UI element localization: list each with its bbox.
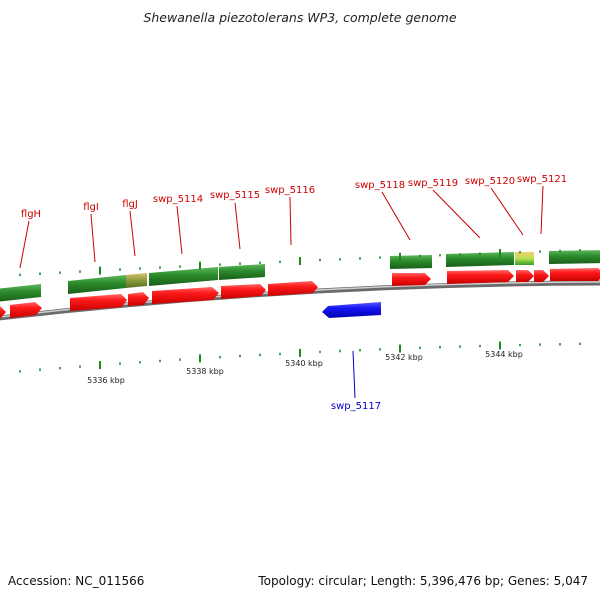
gene-leader-lines: [19, 185, 544, 269]
gene-arrow-swp_5115[interactable]: [221, 284, 266, 299]
leader-line-flgI: [90, 213, 96, 263]
leader-line-flgH: [19, 220, 30, 269]
scale-label: 5344 kbp: [485, 350, 523, 359]
gene-label-swp_5116[interactable]: swp_5116: [265, 185, 315, 196]
accession-text: Accession: NC_011566: [8, 574, 145, 588]
gene-label-flgJ[interactable]: flgJ: [122, 199, 138, 210]
leader-line-swp_5121: [540, 185, 544, 235]
gene-labels: flgH flgI flgJ swp_5114 swp_5115 swp_511…: [21, 174, 567, 412]
scale-labels: 5336 kbp 5338 kbp 5340 kbp 5342 kbp 5344…: [87, 350, 523, 385]
outer-tick-marks: [19, 249, 581, 277]
leader-line-swp_5114: [176, 205, 183, 255]
leader-line-swp_5120: [490, 187, 524, 236]
leader-line-swp_5116: [289, 196, 292, 246]
gene-arrow-next[interactable]: [550, 268, 600, 281]
feature-block: [68, 275, 126, 294]
scale-label: 5336 kbp: [87, 376, 125, 385]
leader-line-flgJ: [129, 210, 136, 257]
feature-block: [446, 252, 514, 267]
feature-block: [549, 250, 600, 264]
leader-line-swp_5119: [432, 189, 481, 239]
scale-label: 5338 kbp: [186, 367, 224, 376]
inner-tick-marks: [19, 341, 581, 373]
gene-arrow-swp_5120[interactable]: [516, 270, 534, 282]
scale-label: 5340 kbp: [285, 359, 323, 368]
feature-block: [219, 264, 265, 280]
genome-summary-text: Topology: circular; Length: 5,396,476 bp…: [258, 574, 588, 588]
gene-arrow-flgJ[interactable]: [128, 292, 149, 306]
leader-line-swp_5118: [381, 191, 411, 241]
gene-label-swp_5114[interactable]: swp_5114: [153, 194, 203, 205]
gene-arrow-swp_5117[interactable]: [322, 302, 381, 318]
gene-arrow-swp_5116[interactable]: [268, 281, 318, 296]
gene-arrow-swp_5114[interactable]: [152, 287, 219, 304]
leader-line-swp_5117: [352, 350, 356, 399]
gene-arrow-swp_5118[interactable]: [392, 273, 431, 286]
feature-block: [126, 273, 147, 288]
leader-line-swp_5115: [234, 202, 241, 250]
gene-arrow-flgH-b[interactable]: [10, 302, 42, 318]
feature-block: [0, 284, 41, 302]
scale-label: 5342 kbp: [385, 353, 423, 362]
feature-block: [149, 267, 218, 286]
gene-label-swp_5120[interactable]: swp_5120: [465, 176, 515, 187]
gene-arrow-flgH[interactable]: [0, 306, 6, 319]
gene-label-swp_5121[interactable]: swp_5121: [517, 174, 567, 185]
gene-label-swp_5115[interactable]: swp_5115: [210, 190, 260, 201]
genome-title: Shewanella piezotolerans WP3, complete g…: [143, 10, 457, 25]
gene-label-flgI[interactable]: flgI: [83, 202, 99, 213]
gene-arrow-swp_5121[interactable]: [534, 270, 549, 282]
gene-arrow-swp_5119[interactable]: [447, 270, 514, 284]
gene-label-swp_5117[interactable]: swp_5117: [331, 401, 381, 412]
forward-strand-track: [0, 268, 600, 319]
feature-track: [0, 250, 600, 302]
gene-label-flgH[interactable]: flgH: [21, 209, 41, 220]
gene-label-swp_5118[interactable]: swp_5118: [355, 180, 405, 191]
feature-block: [515, 252, 534, 265]
gene-arrow-flgI[interactable]: [70, 294, 127, 311]
gene-label-swp_5119[interactable]: swp_5119: [408, 178, 458, 189]
feature-block: [390, 255, 432, 269]
